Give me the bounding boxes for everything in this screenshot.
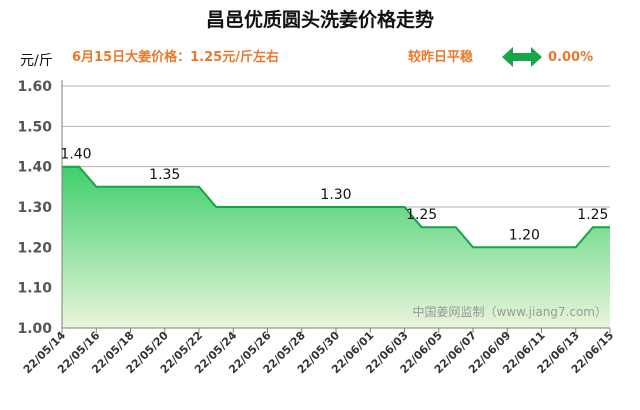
y-axis-unit: 元/斤 [20,53,53,69]
data-labels: 1.40 1.35 1.30 1.25 1.20 1.25 [60,147,608,244]
y-tick-label: 1.10 [17,281,52,297]
y-tick-label: 1.20 [17,240,52,256]
y-tick-label: 1.00 [17,321,52,337]
y-tick-label: 1.30 [17,200,52,216]
price-line [62,165,610,249]
data-label: 1.30 [320,187,351,203]
price-area [62,166,610,328]
y-tick-label: 1.40 [17,160,52,176]
data-label: 1.25 [406,207,437,223]
y-tick-label: 1.60 [17,79,52,95]
data-label: 1.25 [577,207,608,223]
x-axis-ticks: 22/05/1422/05/1622/05/1822/05/2022/05/22… [21,328,616,376]
y-axis-ticks: 1.00 1.10 1.20 1.30 1.40 1.50 1.60 [17,79,52,337]
data-label: 1.40 [60,147,91,163]
data-label: 1.20 [509,227,540,243]
watermark: 中国姜网监制（www.jiang7.com） [413,304,607,319]
change-value: 0.00% [548,50,593,65]
double-arrow-icon [502,47,542,67]
y-tick-label: 1.50 [17,119,52,135]
chart-title: 昌邑优质圆头洗姜价格走势 [206,8,434,31]
today-price-text: 6月15日大姜价格：1.25元/斤左右 [72,49,279,65]
data-label: 1.35 [149,167,180,183]
compare-label: 较昨日平稳 [408,49,473,65]
